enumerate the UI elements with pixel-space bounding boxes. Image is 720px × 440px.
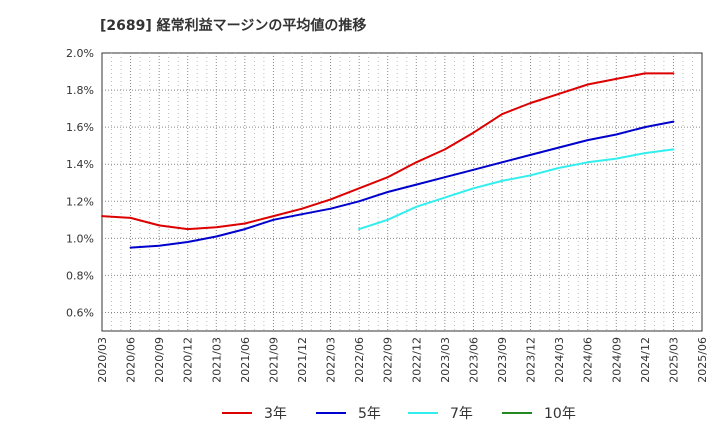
y-tick-label: 0.8% — [66, 269, 94, 282]
grid — [102, 53, 702, 331]
series-line-2 — [358, 148, 675, 231]
x-tick-label: 2021/06 — [239, 337, 252, 383]
y-tick-label: 2.0% — [66, 47, 94, 60]
y-tick-label: 1.8% — [66, 84, 94, 97]
x-tick-label: 2022/06 — [353, 337, 366, 383]
x-tick-label: 2024/06 — [582, 337, 595, 383]
x-tick-label: 2024/03 — [553, 337, 566, 383]
x-tick-label: 2020/06 — [125, 337, 138, 383]
x-tick-label: 2021/09 — [267, 337, 280, 383]
x-tick-label: 2024/12 — [639, 337, 652, 383]
x-tick-label: 2021/12 — [296, 337, 309, 383]
x-tick-label: 2022/03 — [325, 337, 338, 383]
legend-label-2: 7年 — [450, 406, 473, 422]
plot-area — [101, 52, 703, 332]
y-tick-label: 1.0% — [66, 232, 94, 245]
series-lines — [101, 72, 675, 249]
x-tick-label: 2025/03 — [667, 337, 680, 383]
x-tick-label: 2022/12 — [410, 337, 423, 383]
y-tick-label: 1.4% — [66, 158, 94, 171]
chart-title: [2689] 経常利益マージンの平均値の推移 — [100, 17, 366, 34]
legend: 3年 5年 7年 10年 — [222, 406, 576, 422]
x-tick-label: 2023/03 — [439, 337, 452, 383]
x-tick-label: 2024/09 — [610, 337, 623, 383]
x-tick-label: 2020/03 — [96, 337, 109, 383]
y-axis-ticks: 0.6% 0.8% 1.0% 1.2% 1.4% 1.6% 1.8% 2.0% — [66, 47, 94, 319]
x-tick-label: 2020/12 — [182, 337, 195, 383]
x-tick-label: 2023/06 — [467, 337, 480, 383]
series-line-1 — [129, 120, 675, 249]
legend-label-0: 3年 — [264, 406, 287, 422]
x-axis-ticks: 2020/03 2020/06 2020/09 2020/12 2021/03 2021/… — [96, 337, 709, 383]
x-tick-label: 2023/09 — [496, 337, 509, 383]
legend-label-1: 5年 — [358, 406, 381, 422]
plot-frame — [101, 52, 703, 332]
series-line-0 — [101, 72, 675, 231]
y-tick-label: 1.6% — [66, 121, 94, 134]
x-tick-label: 2025/06 — [696, 337, 709, 383]
x-tick-label: 2022/09 — [382, 337, 395, 383]
legend-label-3: 10年 — [544, 406, 576, 422]
x-tick-label: 2020/09 — [153, 337, 166, 383]
y-tick-label: 1.2% — [66, 195, 94, 208]
x-tick-label: 2023/12 — [525, 337, 538, 383]
y-tick-label: 0.6% — [66, 306, 94, 319]
x-tick-label: 2021/03 — [210, 337, 223, 383]
